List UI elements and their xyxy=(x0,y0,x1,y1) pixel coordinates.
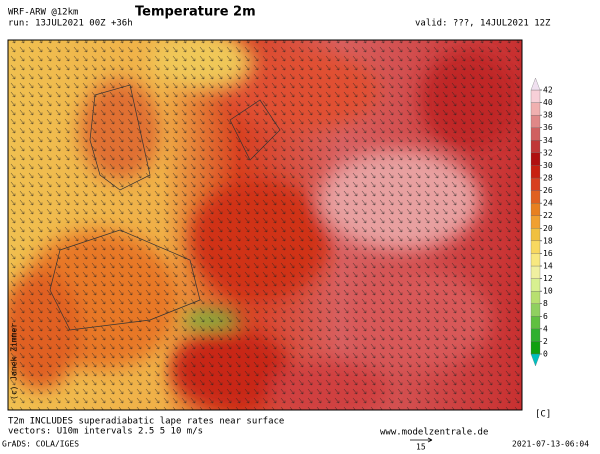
colorbar-tick-label: 32 xyxy=(543,148,553,157)
run-label: run: 13JUL2021 00Z +36h xyxy=(8,19,133,29)
footer-site: www.modelzentrale.de xyxy=(380,428,488,438)
colorbar-tick-label: 2 xyxy=(543,337,548,346)
colorbar-tick-label: 28 xyxy=(543,174,553,183)
colorbar-tick-label: 12 xyxy=(543,274,553,283)
colorbar-tick-label: 40 xyxy=(543,98,553,107)
colorbar-tick-label: 30 xyxy=(543,161,553,170)
colorbar-swatch xyxy=(530,140,541,154)
colorbar-swatch xyxy=(530,202,541,216)
credit: (c) Janek Zimmer xyxy=(10,323,19,400)
colorbar-tick-label: 14 xyxy=(543,262,553,271)
colorbar-tick-label: 16 xyxy=(543,249,553,258)
colorbar-swatch xyxy=(530,278,541,292)
colorbar-swatch xyxy=(530,265,541,279)
colorbar-tick-label: 24 xyxy=(543,199,553,208)
colorbar-tick-label: 26 xyxy=(543,186,553,195)
colorbar-swatch xyxy=(530,190,541,204)
colorbar-tick-label: 10 xyxy=(543,287,553,296)
colorbar-swatch xyxy=(530,328,541,342)
colorbar-swatch xyxy=(530,89,541,103)
map-title: Temperature 2m xyxy=(135,5,256,20)
temperature-field xyxy=(8,40,522,410)
colorbar-swatch xyxy=(530,303,541,317)
colorbar-tick-label: 18 xyxy=(543,236,553,245)
colorbar-above xyxy=(530,77,541,91)
vector-scale-label: 15 xyxy=(416,443,426,451)
colorbar-tick-label: 34 xyxy=(543,136,553,145)
vector-scale-arrow xyxy=(410,437,433,443)
colorbar-tick-label: 22 xyxy=(543,211,553,220)
footer-vectors: vectors: U10m intervals 2.5 5 10 m/s xyxy=(8,427,203,437)
colorbar-tick-label: 36 xyxy=(543,123,553,132)
valid-label: valid: ???, 14JUL2021 12Z xyxy=(415,19,551,29)
colorbar-swatch xyxy=(530,127,541,141)
colorbar-tick-label: 38 xyxy=(543,111,553,120)
colorbar-swatch xyxy=(530,240,541,254)
footer-timestamp: 2021-07-13-06:04 xyxy=(512,440,589,449)
model-label: WRF-ARW @12km xyxy=(8,8,78,18)
map-frame xyxy=(7,39,523,411)
colorbar-swatch xyxy=(530,114,541,128)
colorbar-swatch xyxy=(530,152,541,166)
footer-note: T2m INCLUDES superadiabatic lape rates n… xyxy=(8,417,284,427)
colorbar-unit: [C] xyxy=(535,410,551,420)
colorbar-tick-label: 20 xyxy=(543,224,553,233)
colorbar-swatch xyxy=(530,165,541,179)
colorbar-tick-label: 0 xyxy=(543,350,548,359)
colorbar-swatch xyxy=(530,253,541,267)
colorbar-swatch xyxy=(530,215,541,229)
colorbar-tick-label: 8 xyxy=(543,299,548,308)
colorbar-below xyxy=(530,353,541,367)
colorbar-swatch xyxy=(530,177,541,191)
colorbar-swatch xyxy=(530,316,541,330)
colorbar-swatch xyxy=(530,341,541,355)
footer-software: GrADS: COLA/IGES xyxy=(2,440,79,449)
colorbar-swatch xyxy=(530,290,541,304)
colorbar-tick-label: 6 xyxy=(543,312,548,321)
colorbar-tick-label: 4 xyxy=(543,324,548,333)
colorbar-swatch xyxy=(530,102,541,116)
colorbar-tick-label: 42 xyxy=(543,86,553,95)
colorbar-swatch xyxy=(530,228,541,242)
